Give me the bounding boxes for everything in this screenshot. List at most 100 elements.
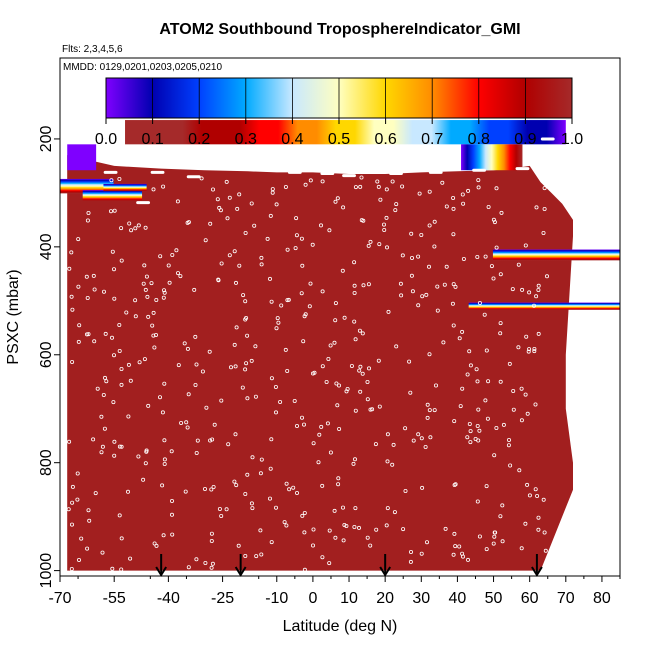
- sample-dot: [243, 491, 248, 496]
- sample-dot: [465, 372, 470, 377]
- sample-dot: [119, 567, 124, 572]
- sample-dot: [119, 536, 124, 541]
- sample-dot: [307, 304, 312, 309]
- colorbar-tick-label: 0.5: [328, 131, 350, 148]
- sample-dot: [126, 414, 131, 419]
- sample-dot: [494, 245, 499, 250]
- sample-dot: [351, 461, 356, 466]
- sample-dot: [210, 187, 215, 192]
- sample-dot: [320, 555, 325, 560]
- sample-dot: [467, 349, 472, 354]
- sample-dot: [428, 435, 433, 440]
- sample-dot: [182, 341, 187, 346]
- sample-dot: [477, 534, 482, 539]
- sample-dot: [532, 303, 537, 308]
- sample-dot: [77, 558, 82, 563]
- sample-dot: [303, 182, 308, 187]
- sample-dot: [152, 541, 157, 546]
- sample-dot: [451, 282, 456, 287]
- sample-dot: [533, 487, 538, 492]
- sample-dot: [333, 199, 338, 204]
- sample-dot: [336, 476, 341, 481]
- sample-dot: [452, 419, 457, 424]
- sample-dot: [400, 184, 405, 189]
- sample-dot: [285, 247, 290, 252]
- sample-dot: [186, 565, 191, 570]
- sample-dot: [493, 530, 498, 535]
- sample-dot: [119, 382, 124, 387]
- sample-dot: [243, 317, 248, 322]
- sample-dot: [353, 506, 358, 511]
- sample-dot: [408, 550, 413, 555]
- sample-dot: [102, 426, 107, 431]
- sample-dot: [66, 507, 71, 512]
- sample-dot: [217, 205, 222, 210]
- sample-dot: [468, 440, 473, 445]
- sample-dot: [451, 206, 456, 211]
- sample-dot: [357, 328, 362, 333]
- sample-dot: [166, 263, 171, 268]
- sample-dot: [374, 527, 379, 532]
- sample-dot: [527, 290, 532, 295]
- x-tick-label: -40: [157, 590, 180, 607]
- sample-dot: [394, 344, 399, 349]
- sample-dot: [111, 400, 116, 405]
- sample-dot: [87, 518, 92, 523]
- sample-dot: [143, 287, 148, 292]
- sample-dot: [377, 242, 382, 247]
- sample-dot: [317, 432, 322, 437]
- sample-dot: [384, 187, 389, 192]
- sample-dot: [311, 527, 316, 532]
- edge-strip: [492, 249, 620, 261]
- sample-dot: [287, 487, 292, 492]
- sample-dot: [419, 232, 424, 237]
- sample-dot: [110, 566, 115, 571]
- sample-dot: [162, 457, 167, 462]
- sample-dot: [162, 438, 167, 443]
- sample-dot: [390, 462, 395, 467]
- sample-dot: [332, 508, 337, 513]
- sample-dot: [292, 398, 297, 403]
- sample-dot: [70, 500, 75, 505]
- sample-dot: [485, 416, 490, 421]
- sample-dot: [520, 287, 525, 292]
- sample-dot: [352, 260, 357, 265]
- sample-dot: [228, 365, 233, 370]
- profile-arrow-head: [531, 566, 543, 577]
- sample-dot: [193, 382, 198, 387]
- colorbar-tick-label: 1.0: [561, 131, 583, 148]
- sample-dot: [203, 238, 208, 243]
- sample-dot: [403, 426, 408, 431]
- sample-dot: [500, 503, 505, 508]
- sample-dot: [133, 298, 138, 303]
- sample-dot: [486, 379, 491, 384]
- sample-dot: [300, 513, 305, 518]
- sample-dot: [424, 292, 429, 297]
- sample-dot: [318, 223, 323, 228]
- plot-area: [60, 120, 620, 572]
- sample-dot: [100, 550, 105, 555]
- sample-dot: [352, 283, 357, 288]
- sample-dot: [219, 514, 224, 519]
- sample-dot: [525, 482, 530, 487]
- sample-dot: [427, 352, 432, 357]
- sample-dot: [407, 359, 412, 364]
- edge-strip: [60, 178, 114, 194]
- sample-dot: [270, 187, 275, 192]
- sample-dot: [533, 402, 538, 407]
- sample-dot: [161, 288, 166, 293]
- sample-dot: [461, 256, 466, 261]
- sample-dot: [423, 444, 428, 449]
- sample-dot: [240, 385, 245, 390]
- sample-dot: [432, 219, 437, 224]
- sample-dot: [227, 195, 232, 200]
- sample-dot: [476, 178, 481, 183]
- sample-dot: [494, 186, 499, 191]
- sample-dot: [393, 208, 398, 213]
- sample-dot: [119, 258, 124, 263]
- sample-dot: [320, 483, 325, 488]
- profile-arrow-head: [379, 566, 392, 577]
- sample-dot: [390, 179, 395, 184]
- colorbar: 0.0 0.1 0.2 0.3 0.4 0.5 0.6 0.7 0.8 0.9 1.0: [95, 77, 583, 148]
- sample-dot: [399, 293, 404, 298]
